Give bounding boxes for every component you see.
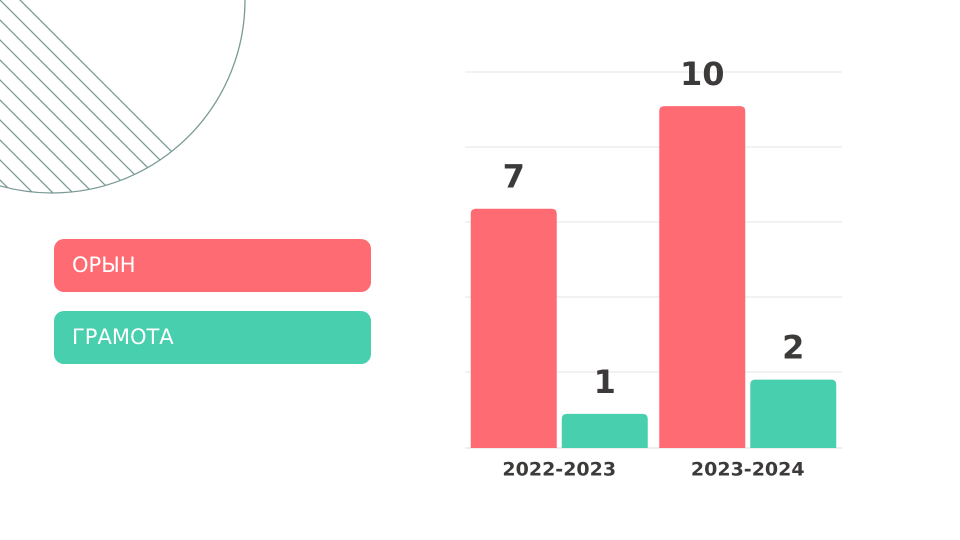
value-label: 10 bbox=[680, 55, 725, 93]
legend-item bbox=[54, 239, 371, 292]
legend-label: ГРАМОТА bbox=[72, 325, 174, 349]
value-label: 7 bbox=[503, 158, 525, 196]
decor-arc bbox=[0, 0, 246, 194]
legend-label: ОРЫН bbox=[72, 253, 136, 277]
x-tick-label: 2023-2024 bbox=[691, 459, 805, 481]
decoration bbox=[0, 0, 246, 194]
legend-item bbox=[54, 311, 371, 364]
bar bbox=[659, 106, 746, 448]
x-tick-label: 2022-2023 bbox=[502, 459, 616, 481]
value-label: 1 bbox=[594, 363, 616, 401]
decor-lines bbox=[0, 0, 245, 193]
value-label: 2 bbox=[782, 329, 804, 367]
bar bbox=[470, 208, 557, 448]
bar bbox=[750, 379, 837, 448]
bar bbox=[561, 413, 648, 448]
